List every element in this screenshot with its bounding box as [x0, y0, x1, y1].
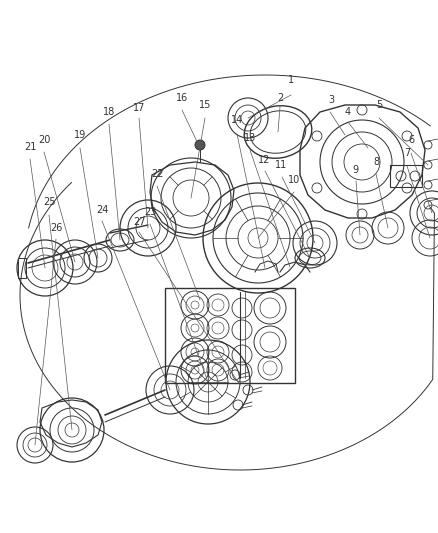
Text: 22: 22 — [151, 169, 163, 179]
Text: 15: 15 — [199, 100, 211, 110]
Bar — [165, 288, 295, 383]
Text: 14: 14 — [231, 115, 243, 125]
Text: 10: 10 — [288, 175, 300, 185]
Text: 3: 3 — [328, 95, 334, 105]
Text: 4: 4 — [345, 107, 351, 117]
Text: 5: 5 — [376, 100, 382, 110]
Text: 23: 23 — [144, 207, 156, 217]
Text: 24: 24 — [96, 205, 108, 215]
Text: 25: 25 — [43, 197, 55, 207]
Text: 11: 11 — [275, 160, 287, 170]
Text: 12: 12 — [258, 155, 270, 165]
Text: 16: 16 — [176, 93, 188, 103]
Text: 18: 18 — [103, 107, 115, 117]
Text: 9: 9 — [352, 165, 358, 175]
Text: 21: 21 — [24, 142, 36, 152]
Text: 19: 19 — [74, 130, 86, 140]
Text: 8: 8 — [373, 157, 379, 167]
Text: 1: 1 — [288, 75, 294, 85]
Text: 2: 2 — [277, 93, 283, 103]
Circle shape — [195, 140, 205, 150]
Text: 7: 7 — [404, 148, 410, 158]
Text: 17: 17 — [133, 103, 145, 113]
Text: 20: 20 — [38, 135, 50, 145]
Bar — [390, 165, 422, 187]
Bar — [18, 258, 26, 278]
Text: 26: 26 — [50, 223, 62, 233]
Text: 6: 6 — [408, 135, 414, 145]
Text: 27: 27 — [133, 217, 145, 227]
Text: 13: 13 — [244, 133, 256, 143]
